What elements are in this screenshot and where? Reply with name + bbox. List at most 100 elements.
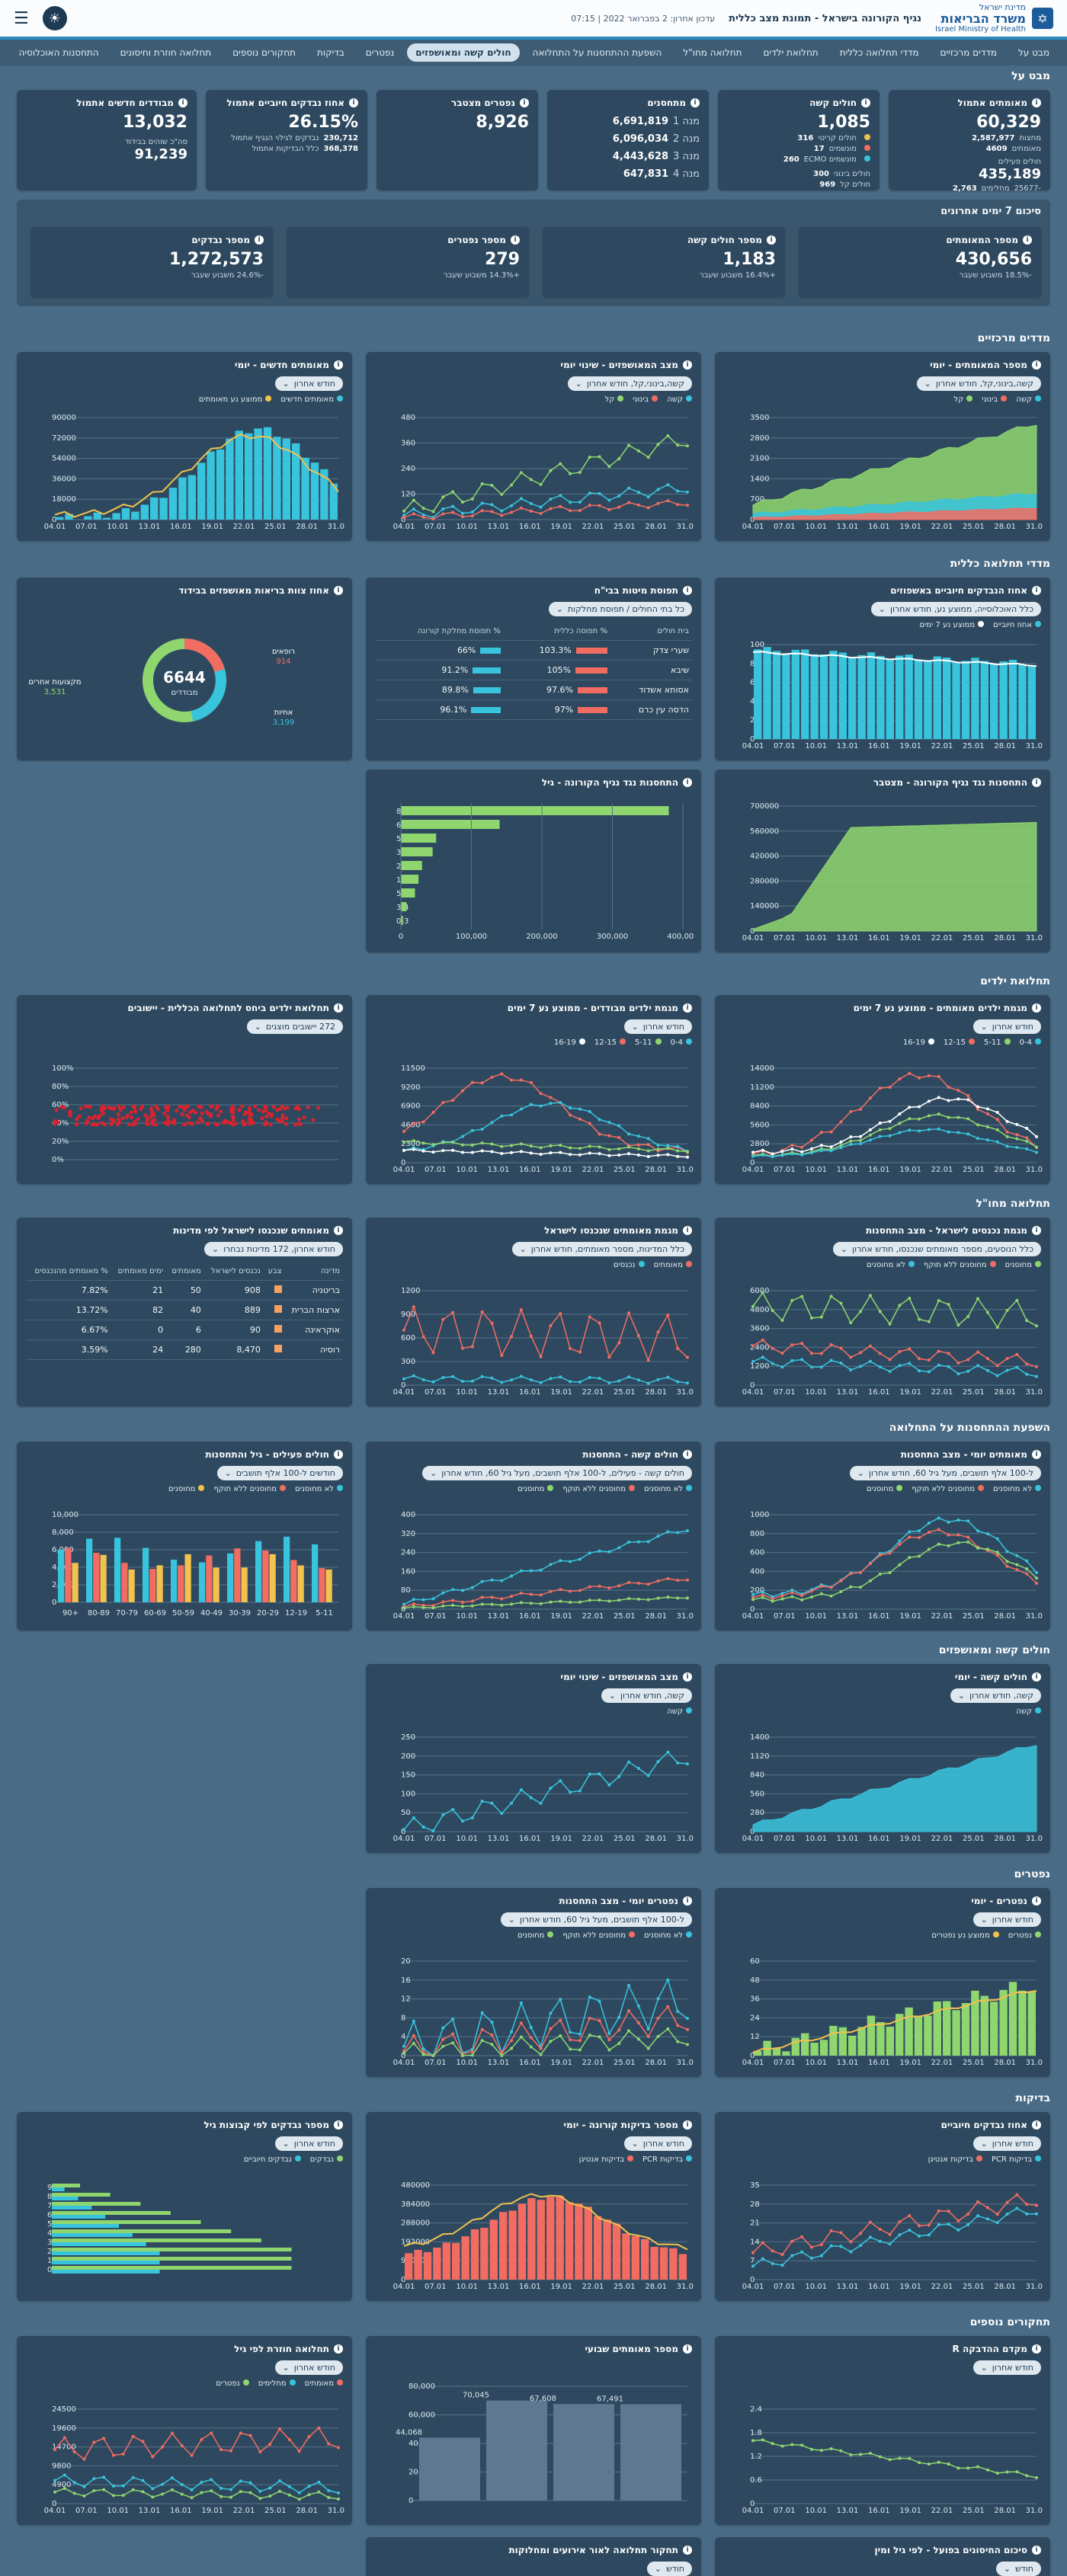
- data-point[interactable]: [771, 1155, 774, 1159]
- data-point[interactable]: [402, 2051, 405, 2055]
- data-point[interactable]: [1005, 2200, 1009, 2204]
- data-point[interactable]: [549, 1323, 553, 1327]
- legend-item[interactable]: קל: [605, 395, 624, 404]
- data-point[interactable]: [141, 2440, 145, 2443]
- data-point[interactable]: [1035, 1571, 1038, 1575]
- data-point[interactable]: [636, 503, 640, 507]
- data-point[interactable]: [751, 1344, 755, 1348]
- legend-item[interactable]: מחלימים: [258, 2379, 296, 2388]
- data-point[interactable]: [549, 469, 553, 472]
- data-point[interactable]: [82, 2485, 86, 2488]
- data-point[interactable]: [898, 1350, 902, 1354]
- legend-item[interactable]: נפטרים: [216, 2379, 249, 2388]
- data-point[interactable]: [888, 1370, 892, 1374]
- data-point[interactable]: [761, 2438, 764, 2442]
- data-point[interactable]: [849, 1355, 853, 1359]
- data-point[interactable]: [927, 1320, 931, 1323]
- data-point[interactable]: [947, 1533, 950, 1537]
- data-point[interactable]: [927, 2223, 931, 2227]
- data-point[interactable]: [956, 1089, 960, 1093]
- data-point[interactable]: [956, 1097, 960, 1101]
- bar[interactable]: [659, 2247, 668, 2280]
- data-point[interactable]: [539, 1593, 543, 1597]
- scatter-point[interactable]: [184, 1113, 189, 1118]
- scatter-point[interactable]: [183, 1122, 187, 1127]
- data-point[interactable]: [976, 2214, 980, 2218]
- data-point[interactable]: [918, 1529, 921, 1533]
- data-point[interactable]: [200, 2491, 203, 2494]
- data-point[interactable]: [1025, 1372, 1029, 1376]
- data-point[interactable]: [460, 1589, 464, 1592]
- scatter-point[interactable]: [237, 1108, 242, 1112]
- data-point[interactable]: [636, 1333, 640, 1337]
- data-point[interactable]: [431, 1150, 435, 1154]
- data-point[interactable]: [421, 1149, 425, 1153]
- data-point[interactable]: [937, 1096, 940, 1099]
- nav-tab-9[interactable]: תחקורים נוספים: [232, 47, 296, 58]
- data-point[interactable]: [402, 514, 405, 517]
- filter-dropdown[interactable]: ל-100 אלף תושבים, מעל גיל 60, חודש אחרון…: [500, 1912, 692, 1927]
- data-point[interactable]: [800, 2235, 804, 2238]
- data-point[interactable]: [519, 1307, 523, 1311]
- data-point[interactable]: [297, 2450, 301, 2453]
- data-point[interactable]: [607, 1134, 611, 1138]
- bar[interactable]: [896, 2014, 904, 2056]
- bar[interactable]: [235, 430, 243, 520]
- data-point[interactable]: [598, 1152, 601, 1156]
- filter-dropdown[interactable]: כלל המדינות, מספר מאומתים, חודש אחרון ⌄: [511, 1242, 692, 1256]
- scatter-point[interactable]: [166, 1115, 171, 1120]
- data-point[interactable]: [636, 1597, 640, 1601]
- info-icon[interactable]: i: [511, 235, 520, 245]
- data-point[interactable]: [529, 509, 533, 513]
- data-point[interactable]: [539, 1153, 543, 1157]
- data-point[interactable]: [937, 1075, 940, 1079]
- data-point[interactable]: [1035, 2212, 1038, 2216]
- bar[interactable]: [52, 2257, 292, 2261]
- info-icon[interactable]: i: [683, 778, 692, 787]
- data-point[interactable]: [412, 1816, 415, 1819]
- data-point[interactable]: [569, 509, 572, 513]
- scatter-point[interactable]: [302, 1115, 306, 1120]
- data-point[interactable]: [588, 1585, 591, 1589]
- data-point[interactable]: [219, 2494, 223, 2498]
- info-icon[interactable]: i: [861, 98, 870, 107]
- data-point[interactable]: [490, 1602, 494, 1606]
- bar[interactable]: [914, 2016, 923, 2056]
- data-point[interactable]: [800, 1598, 804, 1602]
- data-point[interactable]: [780, 1352, 784, 1355]
- data-point[interactable]: [72, 2450, 76, 2453]
- scatter-point[interactable]: [133, 1109, 137, 1113]
- scatter-point[interactable]: [95, 1122, 100, 1127]
- data-point[interactable]: [441, 2044, 445, 2048]
- data-point[interactable]: [666, 483, 670, 487]
- data-point[interactable]: [607, 1783, 611, 1787]
- data-point[interactable]: [549, 1151, 553, 1155]
- scatter-point[interactable]: [116, 1117, 120, 1122]
- data-point[interactable]: [656, 1144, 660, 1147]
- scatter-point[interactable]: [280, 1104, 284, 1109]
- bar[interactable]: [876, 2022, 885, 2056]
- data-point[interactable]: [451, 2041, 455, 2045]
- data-point[interactable]: [947, 1352, 950, 1355]
- scatter-point[interactable]: [248, 1122, 252, 1126]
- data-point[interactable]: [646, 2046, 650, 2050]
- legend-item[interactable]: בינוני: [633, 395, 658, 404]
- data-point[interactable]: [490, 1142, 494, 1146]
- legend-item[interactable]: מחוסנים ללא תוקף: [912, 1485, 985, 1493]
- bar[interactable]: [754, 649, 762, 739]
- data-point[interactable]: [829, 1149, 833, 1153]
- data-point[interactable]: [636, 1143, 640, 1147]
- data-point[interactable]: [529, 2036, 533, 2040]
- data-point[interactable]: [578, 1557, 582, 1561]
- data-point[interactable]: [617, 2015, 621, 2019]
- bar[interactable]: [622, 2233, 630, 2280]
- legend-item[interactable]: 12-15: [594, 1038, 626, 1047]
- data-point[interactable]: [636, 1582, 640, 1586]
- data-point[interactable]: [1025, 2203, 1029, 2206]
- data-point[interactable]: [888, 1127, 892, 1131]
- bar[interactable]: [848, 657, 857, 739]
- data-point[interactable]: [510, 1150, 514, 1154]
- data-point[interactable]: [578, 1117, 582, 1121]
- bar[interactable]: [990, 2002, 998, 2056]
- data-point[interactable]: [859, 1134, 863, 1138]
